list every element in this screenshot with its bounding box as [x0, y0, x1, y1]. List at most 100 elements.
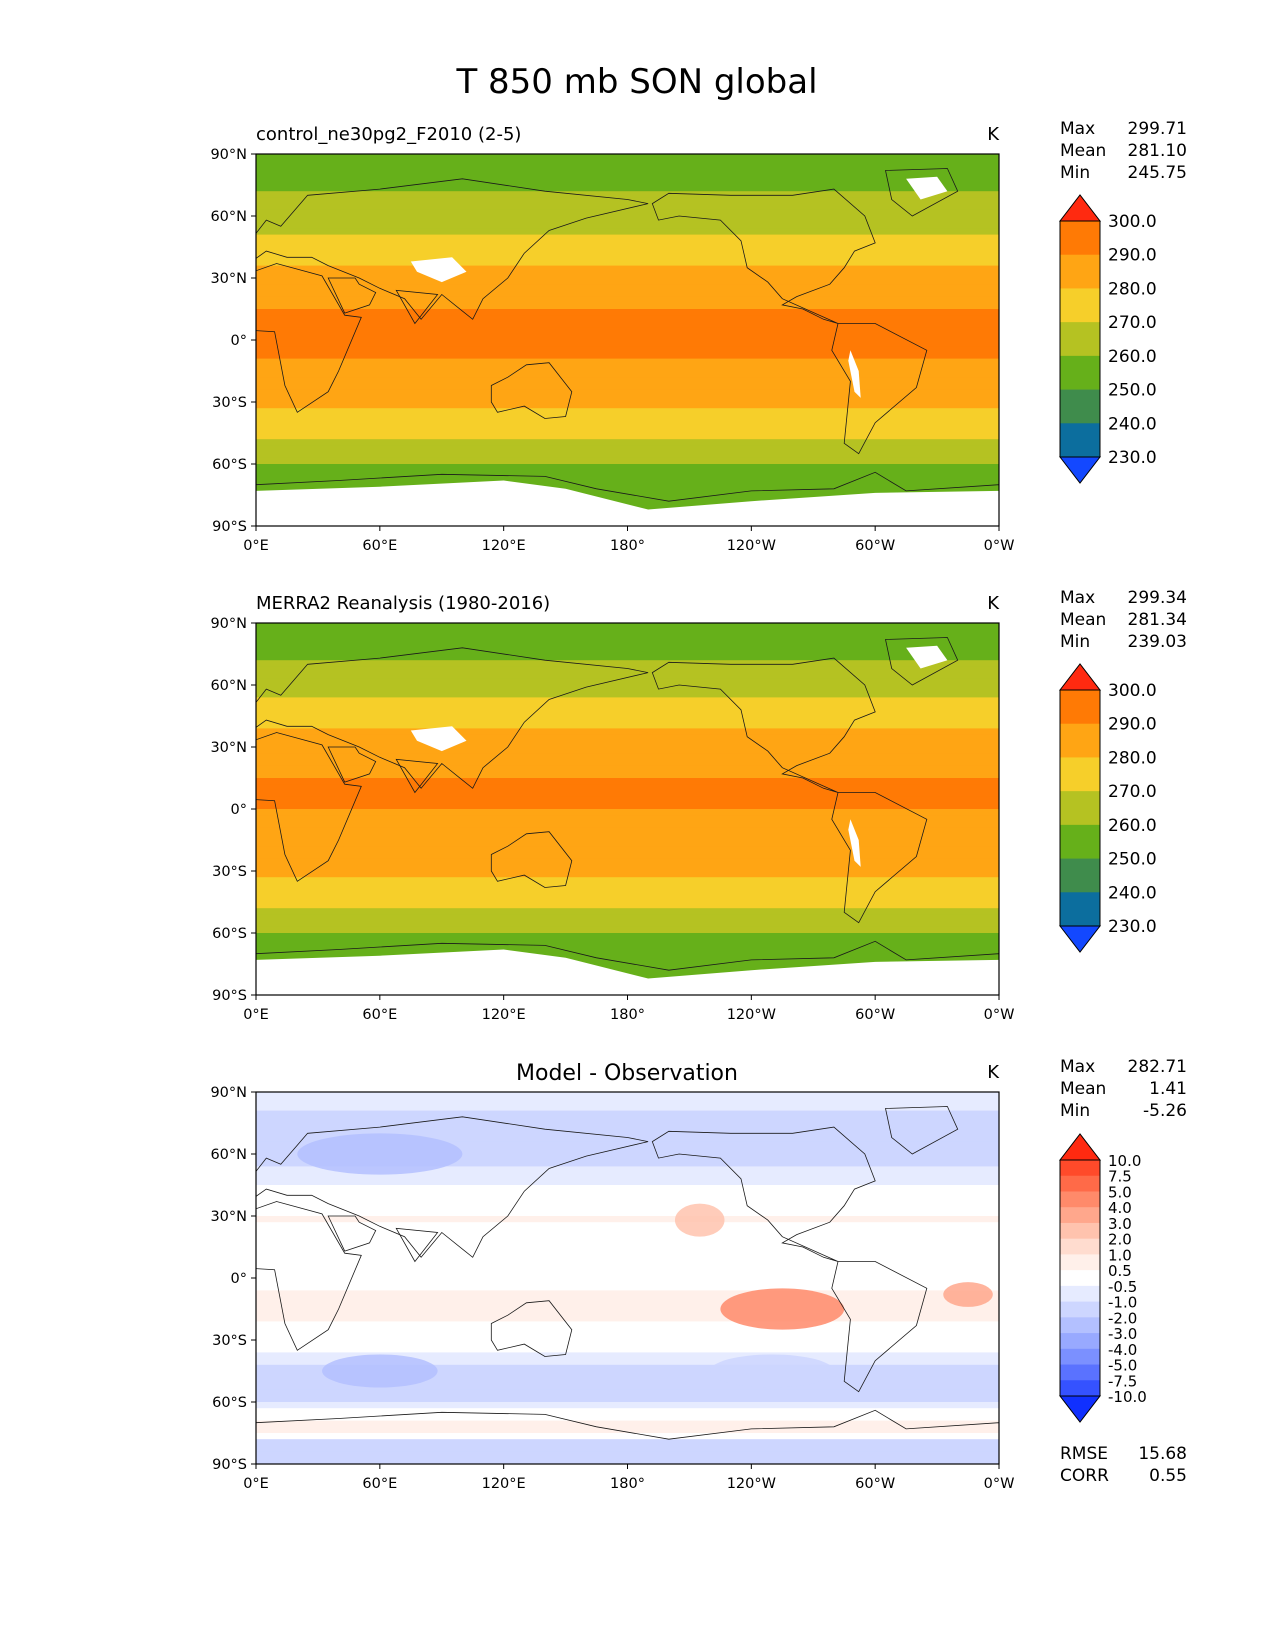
lat-band: [256, 482, 999, 490]
y-tick-label: 90°S: [212, 988, 247, 1004]
y-tick-label: 60°S: [212, 1395, 247, 1411]
lat-band: [256, 852, 999, 860]
lat-band: [256, 728, 999, 736]
lat-band: [256, 172, 999, 180]
colorbar-label: -1.0: [1108, 1294, 1137, 1312]
colorbar-extend-top: [1058, 1133, 1102, 1161]
lat-band: [256, 1284, 999, 1291]
lat-band: [256, 1160, 999, 1167]
lat-band: [256, 414, 999, 422]
colorbar-label: 7.5: [1108, 1168, 1132, 1186]
colorbar-segment: [1060, 1285, 1100, 1302]
lat-band: [256, 309, 999, 316]
lat-band: [256, 647, 999, 655]
coastline-s-america: [831, 1261, 928, 1393]
panel-2-max-label: Max: [1060, 588, 1095, 608]
lat-band: [256, 476, 999, 484]
lat-band: [256, 178, 999, 186]
panel-3-colorbar: 10.07.55.04.03.02.01.00.5-0.5-1.0-2.0-3.…: [1058, 1133, 1147, 1423]
panel-1-mean-value: 281.10: [1128, 141, 1187, 161]
lat-band: [256, 623, 999, 630]
colorbar-frame: [1059, 220, 1101, 458]
lat-band: [256, 753, 999, 760]
colorbar-label: 290.0: [1108, 715, 1157, 735]
lat-band: [256, 247, 999, 254]
x-tick-label: 180°: [610, 538, 645, 554]
colorbar-extend-bottom: [1058, 1395, 1102, 1423]
coastline-africa: [256, 1201, 362, 1351]
south-pacific-cool-anomaly: [710, 1354, 834, 1388]
panel-2-stats: Max 299.34 Mean 281.34 Min 239.03: [1060, 588, 1187, 652]
lat-band: [256, 451, 999, 459]
lat-band: [256, 747, 999, 754]
colorbar-extend-bottom: [1058, 456, 1102, 484]
lat-band: [256, 685, 999, 692]
lat-band: [256, 1364, 999, 1372]
lat-band: [256, 377, 999, 384]
lat-band: [256, 635, 999, 643]
lat-band: [256, 1333, 999, 1341]
lat-band: [256, 858, 999, 866]
lat-band: [256, 371, 999, 378]
y-tick-label: 60°N: [210, 678, 247, 694]
coastline-eurasia: [256, 647, 649, 789]
lat-band: [256, 495, 999, 502]
panel-1-min-label: Min: [1060, 163, 1090, 183]
colorbar-label: 260.0: [1108, 816, 1157, 836]
y-tick-label: 0°: [231, 333, 247, 349]
lat-band: [256, 1240, 999, 1248]
lat-band: [256, 672, 999, 680]
greenland-plateau: [906, 176, 948, 200]
colorbar-label: 4.0: [1108, 1199, 1132, 1217]
colorbar-label: 250.0: [1108, 381, 1157, 401]
x-tick-label: 0°W: [984, 538, 1015, 554]
panel-3-units: K: [987, 1062, 1000, 1083]
colorbar-label: 5.0: [1108, 1183, 1132, 1201]
colorbar-label: 0.5: [1108, 1262, 1132, 1280]
lat-band: [256, 1166, 999, 1174]
colorbar-label: -10.0: [1108, 1388, 1147, 1406]
lat-band: [256, 358, 999, 366]
y-tick-label: 90°N: [210, 616, 247, 632]
y-tick-label: 30°N: [210, 271, 247, 287]
panel-1-axes: 0°E 60°E 120°E 180° 120°W 60°W 0°W 90°N 60°N 30°N…: [210, 147, 1014, 554]
lat-band: [256, 1315, 999, 1322]
colorbar-segment: [1060, 1175, 1100, 1192]
y-tick-label: 60°S: [212, 926, 247, 942]
lat-band: [256, 1172, 999, 1180]
colorbar-label: 260.0: [1108, 347, 1157, 367]
lat-band: [256, 1141, 999, 1149]
colorbar-segment: [1060, 288, 1100, 323]
colorbar-label: 270.0: [1108, 313, 1157, 333]
colorbar-label: 250.0: [1108, 850, 1157, 870]
colorbar-segment: [1060, 757, 1100, 792]
colorbar-extend-top: [1058, 663, 1102, 691]
lat-band: [256, 833, 999, 841]
coastline-n-america: [651, 1126, 876, 1262]
panel-3: Model - Observation K 0°E 60°E 120°E 180° 12…: [210, 1061, 1014, 1492]
coastline-india: [395, 1227, 439, 1263]
lat-band: [256, 271, 999, 279]
x-tick-label: 0°W: [984, 1007, 1015, 1023]
lat-band: [256, 1414, 999, 1422]
lat-band: [256, 408, 999, 415]
antarctic-plateau: [256, 480, 999, 526]
lat-band: [256, 629, 999, 636]
colorbar-label: -5.0: [1108, 1357, 1137, 1375]
y-tick-label: 30°N: [210, 740, 247, 756]
colorbar-label: 2.0: [1108, 1231, 1132, 1249]
colorbar-frame: [1059, 689, 1101, 927]
panel-1-max-label: Max: [1060, 119, 1095, 139]
colorbar-label: 300.0: [1108, 681, 1157, 701]
lat-band: [256, 1395, 999, 1403]
coastline-antarctica: [256, 1409, 999, 1464]
colorbar-label: 240.0: [1108, 883, 1157, 903]
lat-band: [256, 778, 999, 785]
lat-band: [256, 420, 999, 428]
rmse-value: 15.68: [1138, 1444, 1187, 1464]
lat-band: [256, 722, 999, 729]
lat-band: [256, 1296, 999, 1304]
colorbar-label: 280.0: [1108, 748, 1157, 768]
lat-band: [256, 939, 999, 946]
